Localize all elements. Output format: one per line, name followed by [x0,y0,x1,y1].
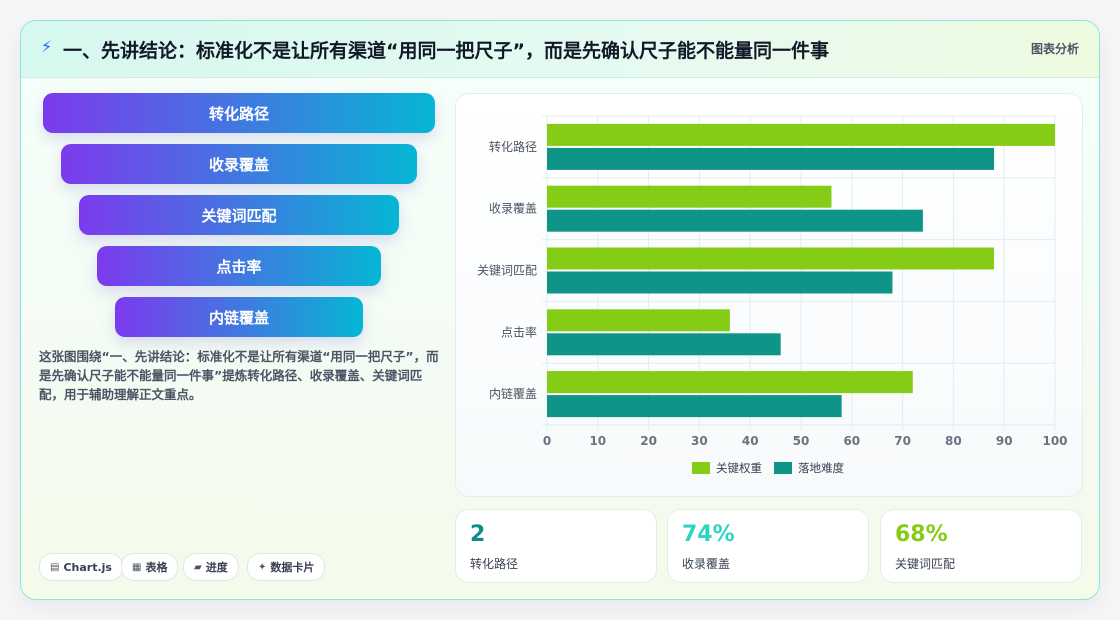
x-tick-label: 20 [640,434,657,448]
bar-key-weight [547,247,995,270]
bar-key-weight [547,309,730,332]
stat-value: 68% [895,522,948,547]
main-card: ⚡ 一、先讲结论：标准化不是让所有渠道“用同一把尺子”，而是先确认尺子能不能量同… [20,20,1100,600]
x-tick-label: 30 [691,434,708,448]
stat-label: 收录覆盖 [682,557,731,571]
chip-progress[interactable]: ▰ 进度 [183,553,239,581]
y-category-label: 点击率 [501,324,537,339]
sparkle-icon: ✦ [258,561,267,573]
y-category-label: 内链覆盖 [489,386,537,401]
bar-difficulty [547,209,923,232]
chip-label: 进度 [205,561,228,574]
x-tick-label: 0 [543,434,551,448]
stat-value: 2 [470,522,486,547]
bar-chart: 0 10 20 30 40 50 60 70 80 90 100 转化路径收录覆盖关键词匹配点击率内链… [477,115,1068,475]
header-bar: ⚡ 一、先讲结论：标准化不是让所有渠道“用同一把尺子”，而是先确认尺子能不能量同… [21,21,1099,78]
bar-key-weight [547,185,832,208]
x-tick-label: 100 [1042,434,1067,448]
legend-label: 关键权重 [716,461,762,475]
x-tick-label: 90 [996,434,1013,448]
funnel-step-1: 转化路径 [43,93,435,133]
x-tick-label: 70 [894,434,911,448]
chart-panel: 0 10 20 30 40 50 60 70 80 90 100 转化路径收录覆盖关键词匹配点击率内链… [455,93,1083,497]
table-icon: ▦ [132,561,142,573]
stat-card-2: 74% 收录覆盖 [667,509,869,583]
legend-swatch [692,462,710,474]
x-tick-label: 50 [793,434,810,448]
page-title: 一、先讲结论：标准化不是让所有渠道“用同一把尺子”，而是先确认尺子能不能量同一件… [63,40,829,62]
y-category-label: 转化路径 [489,139,537,154]
chip-chartjs[interactable]: ▤ Chart.js [39,553,123,581]
chip-data-card[interactable]: ✦ 数据卡片 [247,553,326,581]
bar-difficulty [547,333,781,356]
chart-icon: ▤ [50,561,60,573]
funnel-step-3: 关键词匹配 [79,195,399,235]
stat-label: 关键词匹配 [895,557,956,571]
bar-difficulty [547,147,995,170]
funnel-step-4: 点击率 [97,246,381,286]
stat-label: 转化路径 [470,557,519,571]
legend-swatch [774,462,792,474]
funnel-step-2: 收录覆盖 [61,144,417,184]
chip-label: Chart.js [63,560,112,574]
bar-key-weight [547,371,913,394]
stat-card-1: 2 转化路径 [455,509,657,583]
bar-key-weight [547,123,1055,146]
chart-analysis-tag[interactable]: 图表分析 [1030,42,1079,56]
progress-icon: ▰ [194,561,202,573]
x-tick-label: 80 [945,434,962,448]
bar-difficulty [547,271,893,294]
chip-label: 数据卡片 [270,561,315,574]
stat-value: 74% [682,522,735,547]
chip-table[interactable]: ▦ 表格 [121,553,179,581]
bolt-icon: ⚡ [41,37,53,56]
chip-label: 表格 [145,561,168,574]
stat-card-3: 68% 关键词匹配 [880,509,1082,583]
legend-label: 落地难度 [798,461,844,475]
x-tick-label: 40 [742,434,759,448]
y-category-label: 关键词匹配 [477,264,537,278]
y-category-label: 收录覆盖 [489,202,537,216]
funnel-step-5: 内链覆盖 [115,297,363,337]
funnel-caption: 这张图围绕“一、先讲结论：标准化不是让所有渠道“用同一把尺子”，而是先确认尺子能… [39,349,439,402]
x-tick-label: 10 [589,434,606,448]
x-tick-label: 60 [843,434,860,448]
bar-difficulty [547,395,842,418]
